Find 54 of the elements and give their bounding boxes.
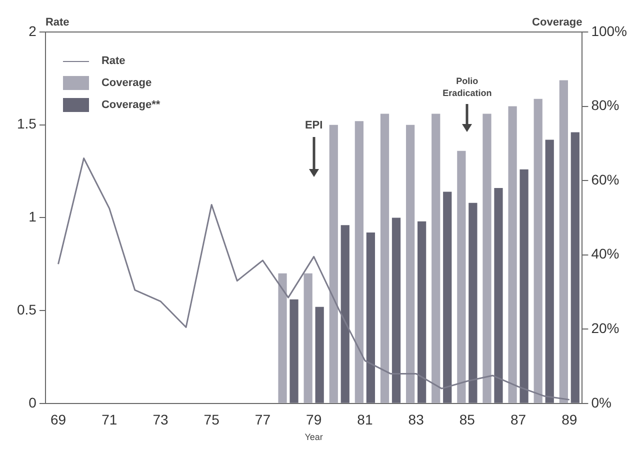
- x-tick-label: 83: [408, 412, 424, 428]
- bar: [354, 121, 364, 403]
- bar: [559, 80, 568, 403]
- bar: [392, 218, 401, 403]
- bar: [457, 150, 466, 403]
- x-tick-label: 69: [50, 412, 66, 428]
- legend-label: Coverage: [101, 77, 152, 89]
- y2-tick-label: 80%: [591, 97, 620, 114]
- y2-tick-label: 20%: [591, 320, 620, 336]
- x-tick-label: 81: [357, 412, 373, 428]
- bar: [508, 106, 517, 403]
- x-tick-label: 75: [204, 412, 220, 428]
- x-tick-label: 79: [306, 412, 322, 428]
- x-tick-label: 89: [562, 412, 578, 428]
- x-axis-title: Year: [304, 432, 323, 442]
- y2-tick-label: 0%: [591, 394, 612, 410]
- bar: [468, 202, 478, 403]
- bar: [290, 299, 298, 403]
- y-tick-label: 0.5: [16, 301, 37, 318]
- y2-tick-label: 40%: [591, 246, 620, 262]
- bar: [329, 124, 338, 403]
- x-tick-label: 77: [254, 412, 271, 428]
- y2-tick-label: 100%: [591, 22, 628, 39]
- y-tick-label: 2: [28, 22, 37, 39]
- annotation: EPI: [304, 120, 323, 132]
- bar: [380, 114, 390, 403]
- y-tick-label: 1.5: [16, 116, 37, 132]
- bar: [304, 273, 312, 403]
- bar: [315, 306, 324, 403]
- bar: [278, 273, 287, 403]
- annotation: Polio Eradication: [442, 76, 492, 98]
- y2-axis-title: Coverage: [532, 16, 582, 29]
- bar: [406, 124, 415, 403]
- y-axis-title: Rate: [45, 16, 70, 29]
- bar: [570, 132, 580, 403]
- x-tick-label: 87: [510, 412, 526, 428]
- x-tick-label: 71: [102, 412, 118, 428]
- bar: [432, 114, 440, 403]
- bar: [520, 169, 528, 403]
- bar: [418, 221, 426, 403]
- bar: [494, 188, 503, 403]
- bar: [482, 114, 492, 403]
- legend-label: Coverage**: [101, 99, 160, 111]
- y2-tick-label: 60%: [591, 171, 620, 188]
- y-tick-label: 1: [28, 208, 37, 225]
- x-tick-label: 73: [152, 412, 168, 428]
- bar: [534, 98, 542, 403]
- bar: [443, 192, 452, 403]
- x-tick-label: 85: [459, 412, 476, 428]
- y-tick-label: 0: [28, 394, 37, 410]
- bar: [366, 232, 376, 403]
- bar: [340, 225, 350, 403]
- bar: [545, 140, 554, 403]
- legend-label: Rate: [101, 55, 126, 67]
